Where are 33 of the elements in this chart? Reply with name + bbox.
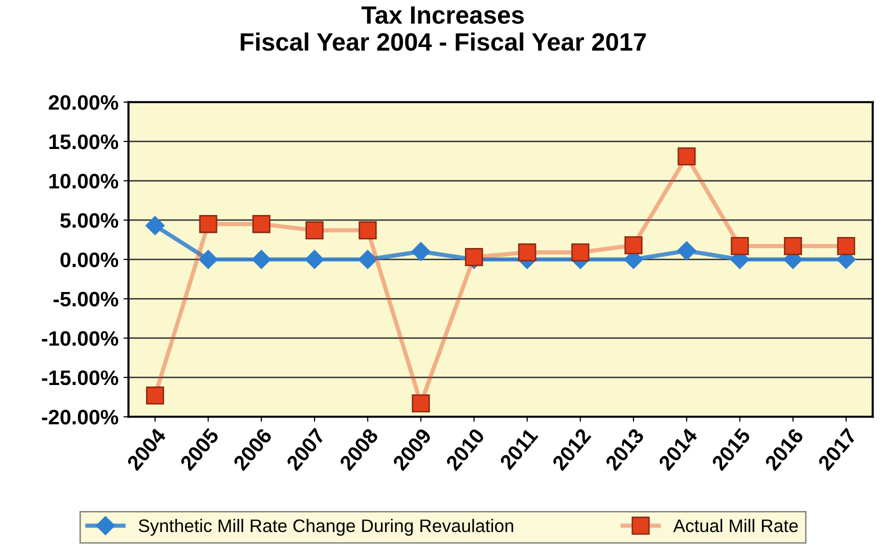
point (571, 243, 590, 262)
point (411, 242, 430, 262)
point (624, 236, 643, 254)
y-tick-label: 10.00% (49, 174, 118, 189)
y-tick-label: -10.00% (42, 331, 118, 346)
point (837, 237, 856, 256)
point (306, 221, 324, 240)
point (146, 216, 165, 236)
legend-label: Actual Mill Rate (673, 518, 798, 532)
point (464, 248, 484, 266)
point (304, 250, 324, 269)
point (198, 250, 218, 269)
point (784, 237, 802, 256)
chart-title: Tax Increases Fiscal Year 2004 - Fiscal Year 2017 (240, 6, 646, 51)
y-tick-label: -15.00% (42, 370, 118, 386)
y-tick-label: 5.00% (60, 213, 118, 228)
point (677, 241, 696, 260)
y-tick-label: 0.00% (60, 252, 118, 268)
point (412, 394, 430, 412)
point (252, 215, 270, 234)
y-tick-label: 20.00% (48, 95, 118, 110)
point (199, 215, 218, 234)
y-tick-label: 15.00% (49, 134, 118, 150)
y-tick-label: -5.00% (54, 292, 118, 307)
point (518, 243, 536, 262)
point (730, 237, 749, 256)
point (146, 386, 164, 405)
point (678, 147, 696, 166)
point (358, 221, 377, 240)
point (358, 250, 378, 269)
legend-label: Synthetic Mill Rate Change During Revaulation (138, 518, 514, 536)
y-tick-label: -20.00% (42, 410, 118, 425)
point (252, 250, 271, 269)
